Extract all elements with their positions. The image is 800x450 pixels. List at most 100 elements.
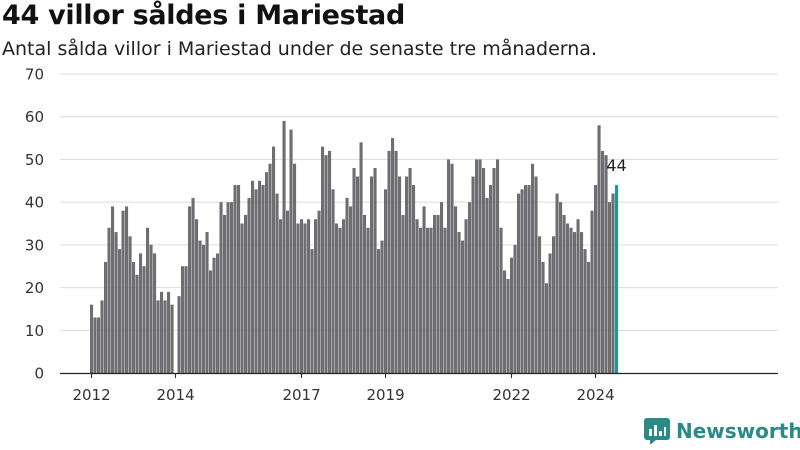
bar xyxy=(142,266,146,373)
bar xyxy=(527,185,531,373)
bar xyxy=(289,129,293,373)
bar xyxy=(436,214,440,373)
bar xyxy=(104,261,108,373)
bar xyxy=(163,300,167,373)
bar xyxy=(443,227,447,373)
y-tick-label: 60 xyxy=(25,108,44,126)
bar xyxy=(254,189,258,373)
bar xyxy=(160,291,164,373)
bar xyxy=(135,274,139,373)
bar xyxy=(377,249,381,373)
bar xyxy=(114,232,118,373)
x-tick-label: 2017 xyxy=(282,386,320,404)
chart-subtitle: Antal sålda villor i Mariestad under de … xyxy=(2,38,597,60)
bar xyxy=(223,214,227,373)
bar xyxy=(422,206,426,373)
bar xyxy=(447,159,451,373)
bar xyxy=(401,214,405,373)
bar xyxy=(279,219,283,373)
bar xyxy=(296,223,300,373)
bar xyxy=(107,227,111,373)
bar xyxy=(237,185,241,373)
bar xyxy=(132,261,136,373)
bar xyxy=(454,206,458,373)
bar xyxy=(293,163,297,373)
bar xyxy=(534,176,538,373)
bar xyxy=(177,296,181,373)
bar xyxy=(548,253,552,373)
x-tick-label: 2019 xyxy=(366,386,404,404)
bar xyxy=(457,232,461,373)
bar xyxy=(555,193,559,373)
bar xyxy=(475,159,479,373)
bar xyxy=(303,223,307,373)
bar xyxy=(258,180,262,373)
bar xyxy=(233,185,237,373)
bar xyxy=(541,261,545,373)
bar xyxy=(331,189,335,373)
bar xyxy=(412,185,416,373)
x-tick-label: 2012 xyxy=(72,386,110,404)
bar xyxy=(398,176,402,373)
bar xyxy=(324,155,328,373)
bar xyxy=(611,193,615,373)
bar xyxy=(608,202,612,373)
bar xyxy=(562,214,566,373)
bar xyxy=(370,176,374,373)
bar xyxy=(300,219,304,373)
bar xyxy=(499,227,503,373)
bar xyxy=(405,176,409,373)
y-tick-label: 0 xyxy=(34,365,44,383)
bars xyxy=(90,120,619,373)
bar xyxy=(391,138,395,373)
bar xyxy=(272,146,276,373)
bar xyxy=(317,210,321,373)
x-tick-label: 2014 xyxy=(156,386,194,404)
bar xyxy=(573,232,577,373)
bar xyxy=(597,125,601,373)
bar xyxy=(590,210,594,373)
bar xyxy=(356,176,360,373)
bar xyxy=(569,227,573,373)
bar xyxy=(286,210,290,373)
bar xyxy=(191,197,195,373)
bar xyxy=(226,202,230,373)
bar xyxy=(268,163,272,373)
bar xyxy=(265,172,269,373)
bar xyxy=(559,202,563,373)
brand-name: Newsworthy xyxy=(676,419,800,443)
bar xyxy=(485,197,489,373)
bar xyxy=(321,146,325,373)
bar xyxy=(538,236,542,373)
annotations: 44 xyxy=(606,156,626,175)
bar xyxy=(247,197,251,373)
bar xyxy=(90,304,94,373)
bar xyxy=(338,227,342,373)
y-tick-label: 40 xyxy=(25,194,44,212)
last-value-label: 44 xyxy=(606,156,626,175)
bar xyxy=(342,219,346,373)
bar xyxy=(328,150,332,373)
bar xyxy=(251,180,255,373)
bar xyxy=(492,167,496,373)
bar xyxy=(478,159,482,373)
bar xyxy=(184,266,188,373)
bar xyxy=(461,240,465,373)
bar xyxy=(195,219,199,373)
bar xyxy=(531,163,535,373)
bar xyxy=(149,244,153,373)
bar xyxy=(503,270,507,373)
bar-latest xyxy=(615,185,619,373)
bar xyxy=(118,249,122,373)
bar xyxy=(216,253,220,373)
bar xyxy=(464,219,468,373)
bar xyxy=(363,214,367,373)
bar xyxy=(520,189,524,373)
bar xyxy=(352,167,356,373)
bar xyxy=(359,142,363,373)
bar xyxy=(468,202,472,373)
bar xyxy=(373,167,377,373)
bar xyxy=(506,279,510,373)
bar xyxy=(335,223,339,373)
